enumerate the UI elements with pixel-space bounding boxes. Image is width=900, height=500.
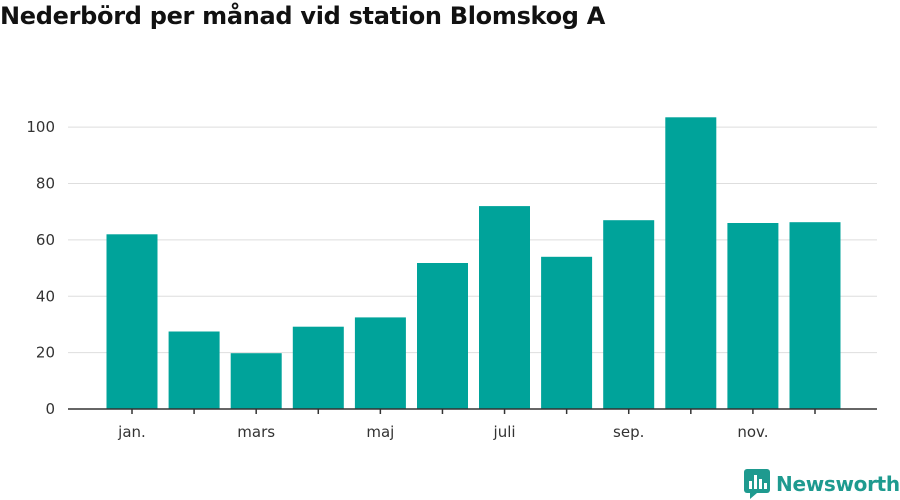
bar-nov xyxy=(727,223,779,409)
y-tick-label: 20 xyxy=(36,344,55,362)
bar-sep xyxy=(603,220,655,409)
x-tick-label: jan. xyxy=(117,423,146,441)
newsworthy-logo-text: Newsworthy xyxy=(776,472,900,496)
bar-juli xyxy=(479,206,530,409)
bar-juni xyxy=(417,263,468,409)
bar-feb xyxy=(168,331,220,409)
x-tick-label: mars xyxy=(237,423,275,441)
y-tick-label: 40 xyxy=(36,287,55,305)
y-axis-ticks: 0 20 40 60 80 100 xyxy=(26,118,55,418)
x-tick-label: juli xyxy=(493,423,516,441)
x-tick-label: maj xyxy=(366,423,394,441)
bar-april xyxy=(292,326,344,409)
bar-aug xyxy=(541,256,593,409)
y-tick-label: 0 xyxy=(45,400,55,418)
x-axis-ticks: jan. mars maj juli sep. nov. xyxy=(117,409,816,441)
newsworthy-logo-icon xyxy=(744,469,770,499)
bar-jan xyxy=(106,234,158,409)
newsworthy-logo: Newsworthy xyxy=(744,468,900,500)
y-tick-label: 100 xyxy=(26,118,55,136)
bar-maj xyxy=(354,317,406,409)
x-tick-label: sep. xyxy=(613,423,644,441)
chart-title: Nederbörd per månad vid station Blomskog… xyxy=(0,2,605,30)
bars xyxy=(106,117,841,410)
y-tick-label: 80 xyxy=(36,175,55,193)
bar-mars xyxy=(230,353,282,409)
y-tick-label: 60 xyxy=(36,231,55,249)
bar-dec xyxy=(789,222,841,409)
x-tick-label: nov. xyxy=(737,423,768,441)
bar-okt xyxy=(665,117,717,410)
bar-chart: 0 20 40 60 80 100 jan. mars maj juli sep. nov. xyxy=(26,117,877,441)
